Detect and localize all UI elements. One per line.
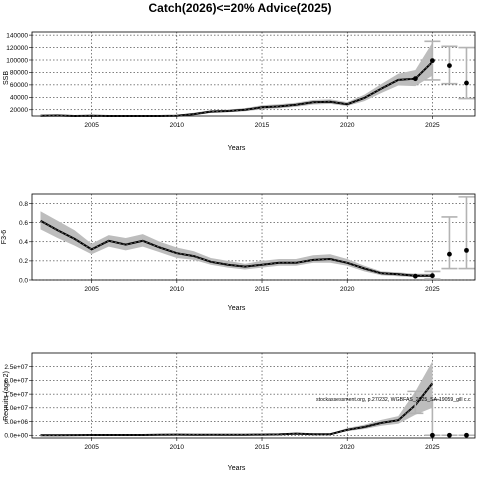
x-tick-label: 2010 — [170, 122, 185, 129]
estimate-line-dashes — [40, 220, 433, 276]
x-axis-label: Years — [228, 465, 246, 472]
confidence-band — [40, 211, 433, 278]
x-tick-label: 2015 — [255, 444, 270, 451]
y-tick-label: 0.0e+00 — [4, 433, 28, 440]
y-axis-label: Recruits (age 2) — [3, 371, 10, 421]
x-tick-label: 2010 — [170, 444, 185, 451]
x-tick-label: 2005 — [84, 122, 99, 129]
x-tick-label: 2025 — [425, 122, 440, 129]
y-tick-label: 2.5e+07 — [4, 364, 28, 371]
x-tick-label: 2010 — [170, 286, 185, 293]
forecast-point — [430, 58, 435, 64]
x-tick-label: 2015 — [255, 122, 270, 129]
x-tick-label: 2005 — [84, 444, 99, 451]
forecast-point — [430, 273, 435, 279]
forecast-point — [412, 76, 418, 82]
x-tick-label: 2025 — [425, 286, 440, 293]
forecast-point — [464, 247, 469, 253]
panel-ssb: 2005 2010 2015 2020 2025 20000 40000 60000 80000… — [3, 31, 476, 152]
x-tick-label: 2005 — [84, 286, 99, 293]
y-tick-label: 60000 — [10, 82, 28, 89]
forecast-point — [447, 251, 452, 257]
x-tick-label: 2020 — [340, 286, 355, 293]
y-tick-label: 140000 — [6, 32, 28, 39]
y-tick-label: 1.5e+07 — [4, 391, 28, 398]
y-tick-label: 0.6 — [19, 220, 28, 227]
y-tick-label: 80000 — [10, 70, 28, 77]
y-tick-label: 0.4 — [19, 239, 28, 246]
estimate-line — [40, 382, 434, 437]
forecast-point — [447, 63, 452, 68]
forecast-point — [412, 273, 418, 279]
y-tick-label: 120000 — [6, 45, 28, 52]
y-tick-label: 1.0e+07 — [4, 405, 28, 412]
y-tick-label: 5.0e+06 — [4, 419, 28, 426]
x-axis-label: Years — [228, 305, 246, 312]
forecast-point — [430, 432, 435, 438]
y-tick-label: 0.0 — [19, 277, 28, 284]
confidence-band — [40, 42, 433, 116]
panel-recruits: 2005 2010 2015 2020 2025 0.0e+00 5.0e+06 1.0e+0… — [3, 352, 476, 472]
y-tick-label: 0.2 — [19, 258, 28, 265]
y-tick-label: 20000 — [10, 107, 28, 114]
x-axis-label: Years — [228, 145, 246, 152]
x-tick-label: 2025 — [425, 444, 440, 451]
plot-frame — [31, 352, 476, 439]
forecast-point — [464, 80, 469, 86]
estimate-line-dashes — [40, 61, 433, 117]
x-tick-label: 2015 — [255, 286, 270, 293]
plot-frame — [31, 31, 476, 117]
forecast-point — [464, 432, 469, 438]
panel-f: 2005 2010 2015 2020 2025 0.0 0.2 0.4 0.6 0.8 Years… — [1, 193, 476, 312]
y-tick-label: 0.8 — [19, 201, 28, 208]
figure-title: Catch(2026)<=20% Advice(2025) — [149, 1, 332, 15]
y-tick-label: 2.0e+07 — [4, 378, 28, 385]
forecast-point — [447, 432, 452, 438]
y-tick-label: 100000 — [6, 57, 28, 64]
watermark-text: stockassessment.org, p.27/232, WGBFAS_20… — [316, 397, 471, 403]
x-tick-label: 2020 — [340, 444, 355, 451]
y-axis-label: SSB — [3, 71, 10, 85]
x-tick-label: 2020 — [340, 122, 355, 129]
y-tick-label: 40000 — [10, 95, 28, 102]
y-axis-label: F3-6 — [1, 230, 8, 245]
estimate-line-dashes — [40, 383, 433, 436]
